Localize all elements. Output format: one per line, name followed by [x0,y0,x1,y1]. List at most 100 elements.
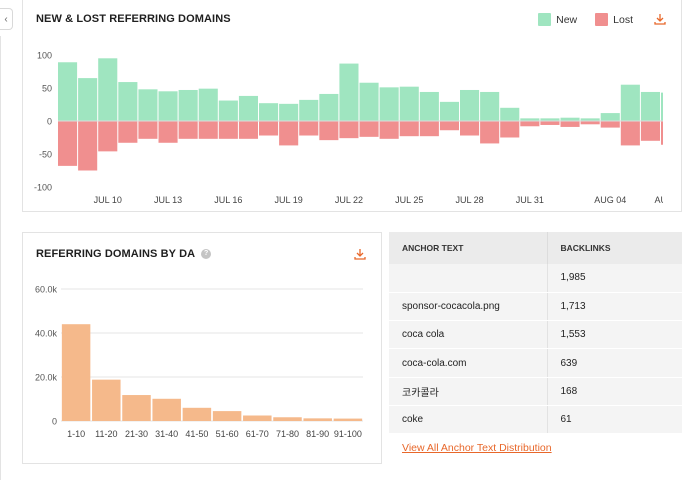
bar-lost[interactable] [78,121,98,171]
bar-lost[interactable] [600,121,620,128]
bar-lost[interactable] [238,121,258,139]
bar-new[interactable] [399,86,419,121]
bar-lost[interactable] [419,121,439,137]
bar-lost[interactable] [439,121,459,131]
da-title: REFERRING DOMAINS BY DA? [36,248,212,260]
collapse-sidebar-button[interactable]: ‹ [0,8,13,30]
bar-lost[interactable] [399,121,419,137]
column-header-backlinks[interactable]: BACKLINKS [546,232,682,264]
table-row[interactable]: 코카콜라 168 [389,377,682,406]
bar-new[interactable] [279,103,299,121]
bar-lost[interactable] [98,121,118,152]
bar-new[interactable] [540,118,560,121]
bar-da[interactable] [212,411,242,421]
download-icon[interactable] [654,13,666,25]
y-tick-label: -100 [34,183,52,193]
info-icon[interactable]: ? [201,249,212,260]
bar-lost[interactable] [118,121,138,143]
bar-lost[interactable] [520,121,540,127]
table-row[interactable]: sponsor-cocacola.png 1,713 [389,292,682,322]
bar-new[interactable] [259,103,279,121]
table-row[interactable]: coke 61 [389,405,682,435]
bar-lost[interactable] [620,121,640,146]
bar-new[interactable] [319,93,339,121]
bar-lost[interactable] [560,121,580,127]
legend-swatch-new [538,13,552,26]
bar-new[interactable] [198,88,218,121]
bar-new[interactable] [138,89,158,121]
bar-new[interactable] [620,84,640,121]
bar-lost[interactable] [640,121,660,141]
bar-new[interactable] [480,91,500,121]
table-row[interactable]: 1,985 [389,264,682,293]
bar-new[interactable] [158,91,178,121]
bar-da[interactable] [152,398,181,421]
bar-new[interactable] [560,117,580,121]
bar-da[interactable] [243,415,272,422]
bar-new[interactable] [78,78,98,121]
new-lost-panel: NEW & LOST REFERRING DOMAINS New Lost 10… [22,0,682,212]
new-lost-title: NEW & LOST REFERRING DOMAINS [36,13,231,25]
backlinks-cell: 168 [546,377,682,406]
bar-new[interactable] [98,58,118,121]
legend-label-lost: Lost [613,13,633,26]
legend-item-new[interactable]: New [538,13,577,26]
bar-lost[interactable] [379,121,399,139]
bar-new[interactable] [178,89,198,121]
bar-lost[interactable] [158,121,178,143]
legend-item-lost[interactable]: Lost [595,13,633,26]
bar-da[interactable] [92,379,121,421]
bar-da[interactable] [303,418,332,421]
bar-new[interactable] [58,62,78,121]
table-row[interactable]: coca-cola.com 639 [389,348,682,378]
bar-lost[interactable] [178,121,198,139]
bar-lost[interactable] [198,121,218,139]
bar-da[interactable] [182,407,212,421]
bar-da[interactable] [333,418,363,421]
bar-new[interactable] [218,100,238,121]
bar-new[interactable] [460,89,480,121]
bar-lost[interactable] [279,121,299,146]
bar-new[interactable] [419,91,439,121]
x-tick-label: 61-70 [246,429,269,439]
bar-da[interactable] [122,395,151,421]
bar-new[interactable] [339,63,359,121]
bar-new[interactable] [299,99,319,121]
bar-new[interactable] [238,95,258,121]
bar-lost[interactable] [299,121,319,136]
bar-new[interactable] [640,91,660,121]
bar-lost[interactable] [58,121,78,166]
bar-new[interactable] [520,118,540,121]
bar-lost[interactable] [339,121,359,139]
bar-new[interactable] [500,107,520,121]
bar-lost[interactable] [359,121,379,137]
column-header-anchor[interactable]: ANCHOR TEXT [389,232,547,264]
table-row[interactable]: coca cola 1,553 [389,320,682,350]
da-title-text: REFERRING DOMAINS BY DA [36,248,196,260]
view-all-anchor-link[interactable]: View All Anchor Text Distribution [402,442,552,454]
bar-lost[interactable] [319,121,339,141]
download-icon[interactable] [354,248,366,260]
bar-lost[interactable] [661,121,663,145]
bar-da[interactable] [273,417,302,421]
y-tick-label: -50 [39,150,52,160]
bar-lost[interactable] [259,121,279,136]
bar-new[interactable] [379,87,399,121]
bar-lost[interactable] [480,121,500,144]
bar-lost[interactable] [218,121,238,139]
anchor-text-table: ANCHOR TEXT BACKLINKS 1,985 sponsor-cocac… [389,232,682,435]
bar-new[interactable] [580,118,600,121]
x-tick-label: JUL 31 [516,195,544,205]
bar-lost[interactable] [460,121,480,136]
bar-lost[interactable] [580,121,600,125]
bar-new[interactable] [600,113,620,121]
bar-lost[interactable] [138,121,158,139]
bar-lost[interactable] [540,121,560,125]
bar-new[interactable] [118,82,138,121]
bar-da[interactable] [61,324,91,421]
x-tick-label: 1-10 [67,429,85,439]
bar-new[interactable] [661,92,663,121]
bar-lost[interactable] [500,121,520,138]
bar-new[interactable] [439,101,459,121]
bar-new[interactable] [359,82,379,121]
